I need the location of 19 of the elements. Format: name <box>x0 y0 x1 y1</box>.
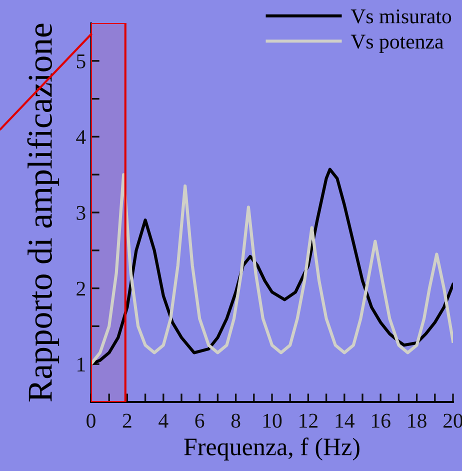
y-tick-label: 2 <box>76 282 85 296</box>
x-tick-label: 18 <box>408 414 426 428</box>
x-tick-label: 12 <box>300 414 318 428</box>
x-tick-label: 0 <box>86 414 96 428</box>
x-tick-label: 10 <box>263 414 282 428</box>
x-tick-label: 2 <box>122 414 132 428</box>
y-tick-label: 3 <box>76 206 86 220</box>
x-tick-label: 16 <box>372 414 390 428</box>
y-tick-label: 1 <box>78 358 85 372</box>
legend-label: Vs misurato <box>350 9 452 24</box>
y-tick-label: 4 <box>76 130 86 144</box>
x-tick-label: 8 <box>231 414 240 428</box>
x-tick-label: 6 <box>195 414 204 428</box>
x-axis-title: Frequenza, f (Hz) <box>184 438 360 460</box>
x-tick-label: 4 <box>158 414 168 428</box>
x-tick-label: 14 <box>336 414 354 428</box>
y-tick-label: 5 <box>76 54 86 68</box>
legend-label: Vs potenza <box>350 34 444 53</box>
y-axis-title: Rapporto di amplificazione <box>27 24 60 402</box>
